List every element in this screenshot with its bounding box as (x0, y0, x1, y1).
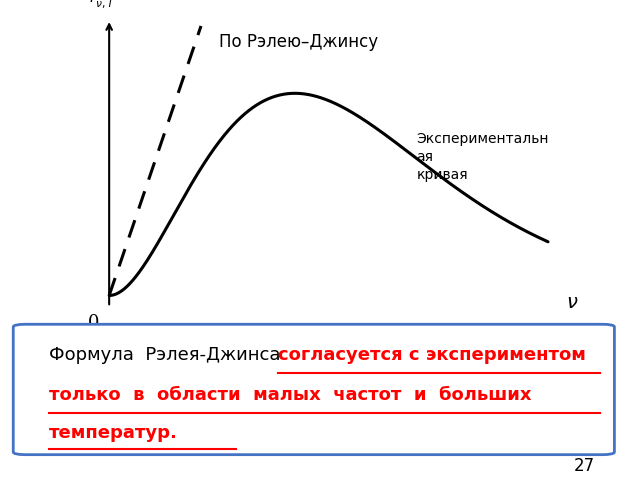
Text: Формула  Рэлея-Джинса: Формула Рэлея-Джинса (49, 346, 292, 364)
Text: По Рэлею–Джинсу: По Рэлею–Джинсу (219, 33, 378, 51)
Text: $r_{\nu,T}^{\,\mathrm{АЧТ}}$: $r_{\nu,T}^{\,\mathrm{АЧТ}}$ (89, 0, 121, 10)
Text: только  в  области  малых  частот  и  больших: только в области малых частот и больших (49, 386, 531, 404)
Text: $\nu$: $\nu$ (566, 293, 578, 312)
Text: согласуется с экспериментом: согласуется с экспериментом (278, 346, 586, 364)
Text: 0: 0 (88, 314, 100, 332)
Text: температур.: температур. (49, 424, 178, 442)
Text: Экспериментальн
ая
кривая: Экспериментальн ая кривая (417, 132, 549, 182)
Text: 27: 27 (574, 457, 595, 475)
FancyBboxPatch shape (13, 324, 614, 455)
